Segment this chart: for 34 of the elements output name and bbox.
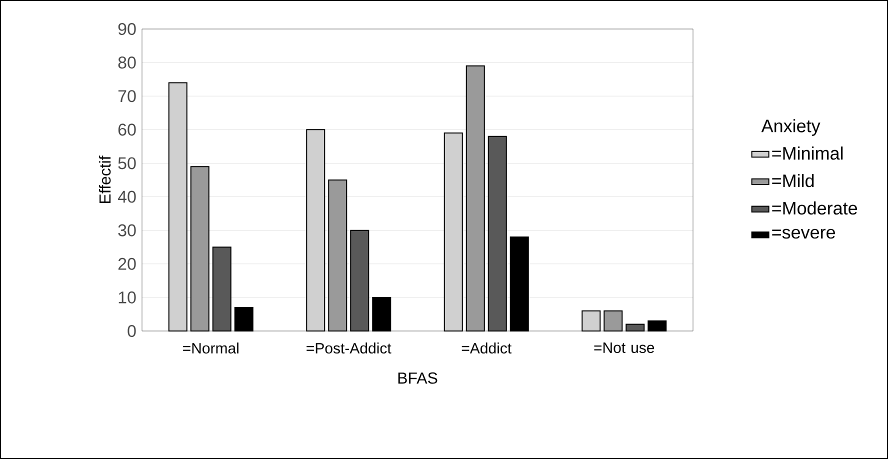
bar <box>328 180 348 332</box>
y-tick-label: 80 <box>118 56 136 69</box>
legend-label: =Moderate <box>772 201 858 215</box>
x-tick-label: =Normal <box>183 342 238 354</box>
y-tick-label: 0 <box>128 324 136 338</box>
bar <box>626 324 645 332</box>
bar <box>372 296 392 332</box>
x-tick-label: =Not use <box>594 342 654 353</box>
legend-title: Anxiety <box>761 119 820 136</box>
x-tick-label: =Addict <box>462 342 512 354</box>
bar <box>488 136 507 332</box>
y-tick-label: 70 <box>118 90 136 102</box>
bar <box>648 320 667 332</box>
legend-label: =Mild <box>772 174 814 188</box>
y-tick-label: 20 <box>118 258 136 270</box>
y-tick-label: 40 <box>118 190 136 203</box>
bar <box>212 246 232 332</box>
bar <box>604 310 623 332</box>
bar <box>190 166 210 332</box>
y-tick-label: 30 <box>118 224 136 236</box>
bar <box>466 65 485 332</box>
y-tick-label: 90 <box>118 22 136 36</box>
legend-label: =Minimal <box>772 146 843 160</box>
x-tick-label: =Post-Addict <box>306 342 392 354</box>
y-tick-label: 60 <box>118 124 136 136</box>
bar <box>582 310 601 332</box>
x-axis-title: BFAS <box>398 372 438 384</box>
bar <box>350 230 370 332</box>
legend-label: =severe <box>772 228 836 239</box>
y-tick-label: 10 <box>118 291 136 304</box>
y-axis-title: Effectif <box>98 156 111 203</box>
bar <box>510 236 529 332</box>
y-tick-label: 50 <box>118 157 136 170</box>
bar <box>234 307 254 332</box>
